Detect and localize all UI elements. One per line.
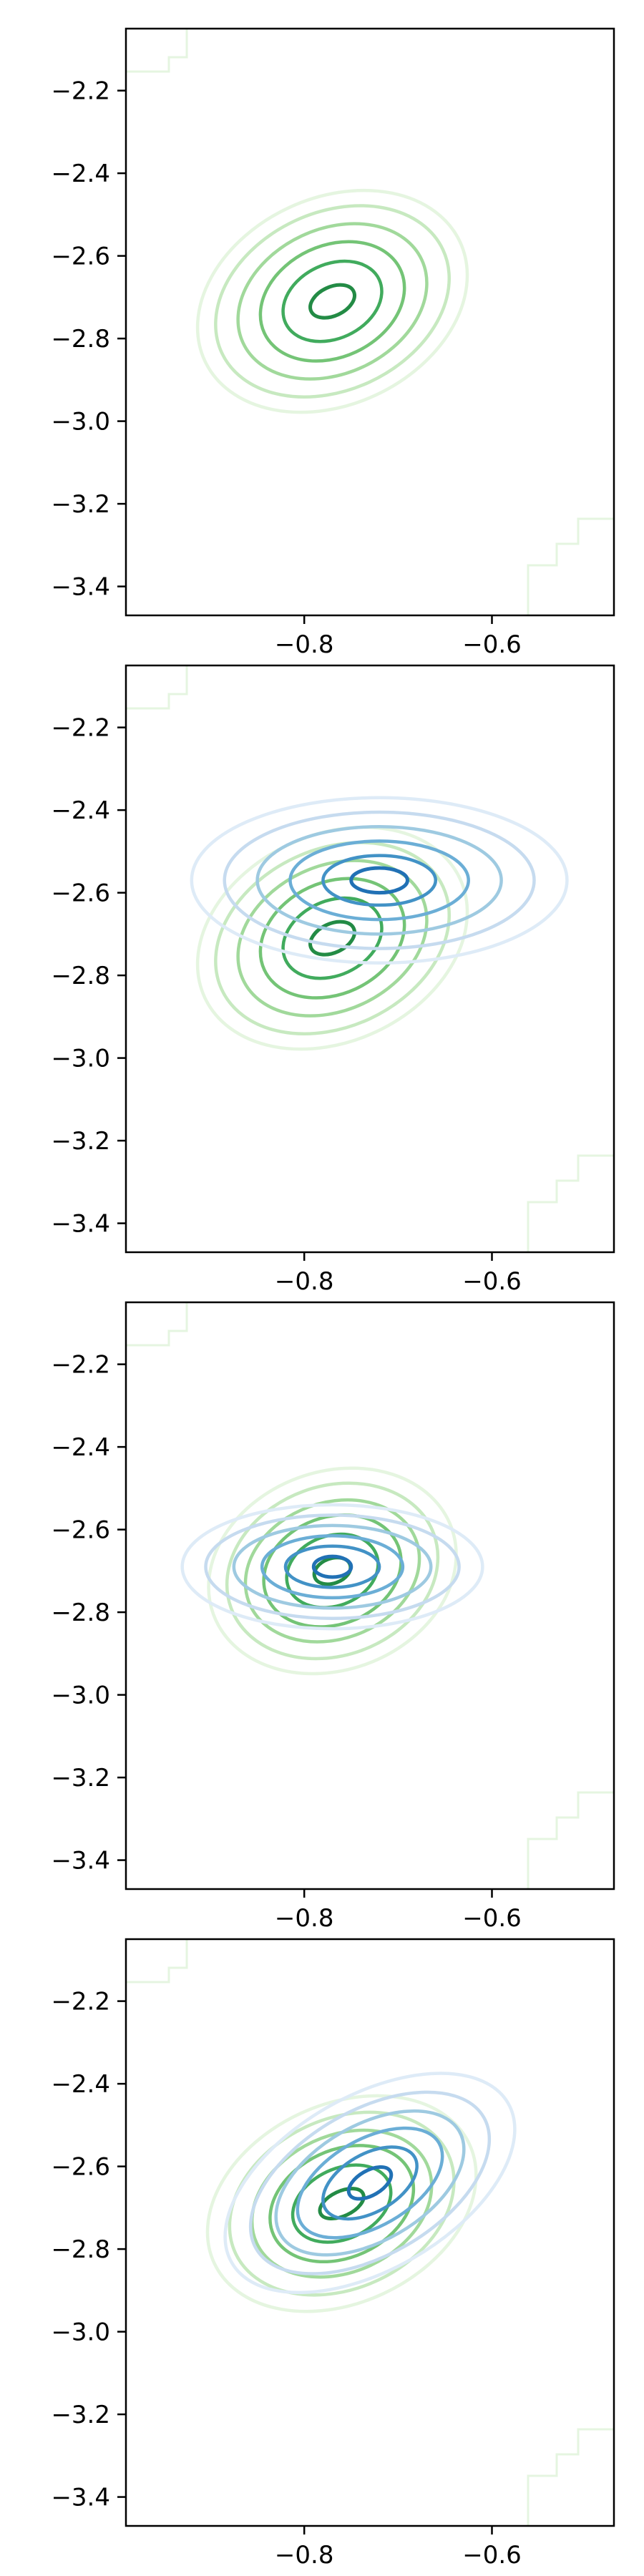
x-tick-label: −0.6 xyxy=(462,630,522,659)
panel-4: −2.2 −2.4 −2.6 −2.8 −3.0 −3.2 −3.4 −0.8 −0.6 xyxy=(51,1938,615,2570)
corner-artifact xyxy=(527,1154,614,1252)
greens-contour-level-1 xyxy=(195,188,469,414)
greens-contour-level-4 xyxy=(262,1513,403,1629)
y-tick-label: −2.6 xyxy=(51,1516,110,1545)
y-tick-label: −3.2 xyxy=(51,1127,110,1156)
greens-contour-level-1 xyxy=(205,2094,478,2313)
axes-frame xyxy=(125,664,615,1254)
blues-contour-level-5 xyxy=(321,2145,419,2221)
greens-contour-level-4 xyxy=(258,877,406,1000)
y-tick-label: −2.2 xyxy=(51,714,110,743)
x-tick-label: −0.6 xyxy=(462,1904,522,1933)
blues-contour-level-2 xyxy=(248,2090,492,2275)
axes-frame xyxy=(125,1938,615,2527)
blues-contour-level-6 xyxy=(311,1554,353,1579)
blues-contour-level-4 xyxy=(296,2126,444,2240)
y-tick-label: −3.4 xyxy=(51,1847,110,1875)
blues-contour-level-5 xyxy=(321,854,438,907)
greens-contour-level-2 xyxy=(228,2110,456,2297)
y-tick-label: −2.4 xyxy=(51,160,110,188)
corner-artifact xyxy=(126,1302,188,1347)
blues-contour-level-1 xyxy=(180,1503,484,1631)
y-tick-label: −2.8 xyxy=(51,2235,110,2264)
x-tick-label: −0.8 xyxy=(275,1904,334,1933)
y-tick-label: −3.2 xyxy=(51,2401,110,2429)
y-tick-label: −3.0 xyxy=(51,1682,110,1710)
greens-contour-level-2 xyxy=(214,204,451,399)
x-tick-label: −0.8 xyxy=(275,630,334,659)
y-tick-label: −3.0 xyxy=(51,1045,110,1073)
y-tick-label: −3.4 xyxy=(51,2484,110,2512)
greens-contour-level-5 xyxy=(281,896,384,980)
greens-contour-level-3 xyxy=(250,2128,434,2279)
blues-contour-level-6 xyxy=(346,2165,394,2201)
corner-artifact xyxy=(527,1791,614,1889)
blues-contour-level-4 xyxy=(288,839,470,922)
greens-contour-level-3 xyxy=(236,222,429,381)
greens-contour-level-6 xyxy=(318,2187,366,2221)
panel-2: −2.2 −2.4 −2.6 −2.8 −3.0 −3.2 −3.4 −0.8 −0.6 xyxy=(51,664,615,1296)
y-tick-label: −2.8 xyxy=(51,962,110,990)
y-tick-label: −2.8 xyxy=(51,1599,110,1627)
blues-contour-level-3 xyxy=(255,824,503,936)
greens-contour-level-4 xyxy=(268,2144,416,2264)
y-tick-label: −3.0 xyxy=(51,408,110,436)
blues-contour-level-2 xyxy=(223,810,536,950)
blues-contour-level-1 xyxy=(190,796,569,965)
x-tick-label: −0.6 xyxy=(462,2541,522,2570)
corner-artifact xyxy=(527,2428,614,2526)
corner-artifact xyxy=(527,517,614,615)
contour-group xyxy=(126,665,614,1252)
axes-frame xyxy=(125,1301,615,1890)
y-tick-label: −3.4 xyxy=(51,573,110,602)
y-tick-label: −2.4 xyxy=(51,1433,110,1462)
blues-contour-level-4 xyxy=(260,1534,405,1600)
blues-contour-level-5 xyxy=(283,1544,381,1589)
greens-contour-level-6 xyxy=(308,919,356,957)
y-tick-label: −3.0 xyxy=(51,2318,110,2347)
y-tick-label: −2.8 xyxy=(51,325,110,353)
y-tick-label: −2.2 xyxy=(51,1351,110,1380)
greens-contour-level-5 xyxy=(285,1532,380,1609)
panel-1: −2.2 −2.4 −2.6 −2.8 −3.0 −3.2 −3.4 −0.8 −0.6 xyxy=(51,27,615,659)
y-tick-label: −3.2 xyxy=(51,1764,110,1792)
blues-contour-level-6 xyxy=(349,866,409,895)
axes-frame xyxy=(125,27,615,617)
corner-artifact xyxy=(126,1939,188,1984)
y-tick-label: −2.6 xyxy=(51,2153,110,2182)
x-tick-label: −0.6 xyxy=(462,1267,522,1296)
corner-artifact xyxy=(126,665,188,710)
greens-contour-level-2 xyxy=(214,841,451,1035)
blues-contour-level-1 xyxy=(223,2072,517,2295)
y-tick-label: −2.2 xyxy=(51,77,110,106)
contour-group xyxy=(126,1302,614,1889)
y-tick-label: −2.4 xyxy=(51,2070,110,2099)
corner-artifact xyxy=(126,29,188,73)
y-tick-label: −2.4 xyxy=(51,796,110,825)
y-tick-label: −2.6 xyxy=(51,243,110,271)
blues-contour-level-3 xyxy=(232,1523,433,1610)
y-tick-label: −2.2 xyxy=(51,1988,110,2016)
y-tick-label: −3.2 xyxy=(51,490,110,519)
x-tick-label: −0.8 xyxy=(275,1267,334,1296)
greens-contour-level-6 xyxy=(308,283,356,320)
y-tick-label: −3.4 xyxy=(51,1210,110,1239)
contour-group xyxy=(126,29,614,615)
blues-contour-level-2 xyxy=(204,1513,461,1621)
y-tick-label: −2.6 xyxy=(51,879,110,908)
blues-contour-level-3 xyxy=(274,2109,466,2257)
contour-group xyxy=(126,1939,614,2526)
greens-contour-level-4 xyxy=(258,240,406,363)
greens-contour-level-5 xyxy=(281,259,384,343)
panel-3: −2.2 −2.4 −2.6 −2.8 −3.0 −3.2 −3.4 −0.8 −0.6 xyxy=(51,1301,615,1933)
x-tick-label: −0.8 xyxy=(275,2541,334,2570)
